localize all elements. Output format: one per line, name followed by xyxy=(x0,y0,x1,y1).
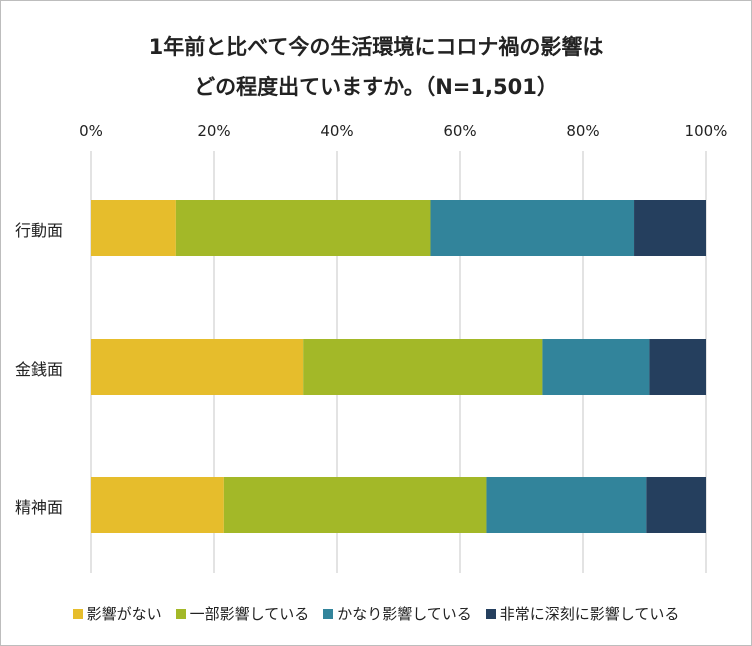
x-tick-label: 0% xyxy=(79,122,103,140)
bar-segment xyxy=(649,339,706,395)
legend-item: かなり影響している xyxy=(323,603,472,624)
legend: 影響がない 一部影響している かなり影響している 非常に深刻に影響している xyxy=(1,603,751,624)
legend-label: かなり影響している xyxy=(337,605,472,623)
legend-swatch xyxy=(72,608,83,619)
bar-segment xyxy=(303,339,543,395)
legend-label: 影響がない xyxy=(86,605,162,623)
bar-segment xyxy=(430,200,635,256)
bar-segment xyxy=(91,477,224,533)
bar-segment xyxy=(175,200,431,256)
legend-item: 非常に深刻に影響している xyxy=(485,603,680,624)
legend-label: 非常に深刻に影響している xyxy=(499,605,680,623)
bar-segment xyxy=(646,477,706,533)
bar-segment xyxy=(91,200,176,256)
bar-segment xyxy=(542,339,650,395)
legend-swatch xyxy=(485,608,496,619)
x-tick-label: 60% xyxy=(443,122,477,140)
bar-segment xyxy=(91,339,304,395)
category-label: 行動面 xyxy=(15,221,64,240)
x-tick-label: 80% xyxy=(566,122,600,140)
x-tick-label: 100% xyxy=(684,122,728,140)
bar-segment xyxy=(223,477,487,533)
legend-swatch xyxy=(175,608,186,619)
x-tick-label: 20% xyxy=(197,122,231,140)
legend-swatch xyxy=(323,608,334,619)
x-tick-label: 40% xyxy=(320,122,354,140)
category-label: 精神面 xyxy=(15,498,64,517)
bar-segment xyxy=(634,200,706,256)
bar-segment xyxy=(486,477,647,533)
legend-item: 一部影響している xyxy=(175,603,310,624)
legend-label: 一部影響している xyxy=(189,605,310,623)
legend-item: 影響がない xyxy=(72,603,162,624)
chart-title-line-2: どの程度出ていますか。（N=1,501） xyxy=(194,75,558,99)
chart-title-line-1: 1年前と比べて今の生活環境にコロナ禍の影響は xyxy=(148,35,604,59)
category-label: 金銭面 xyxy=(15,360,64,379)
